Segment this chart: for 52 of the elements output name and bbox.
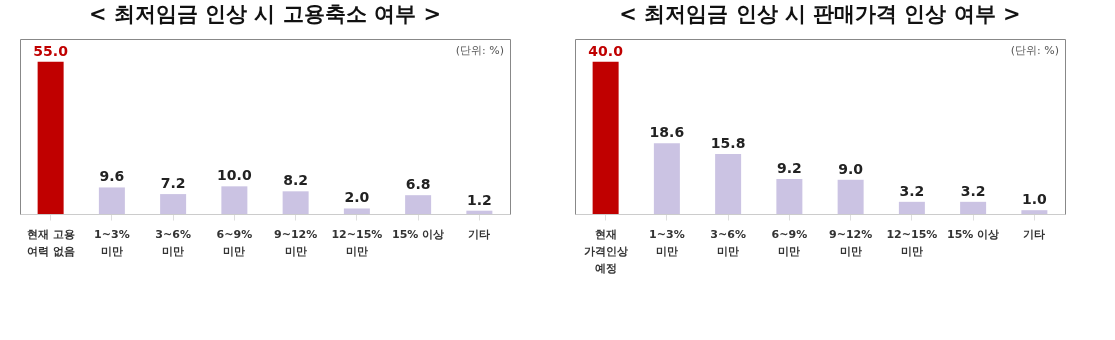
x-tick-label: 6~9% 미만 xyxy=(216,227,253,258)
x-tick-label: 1~3% 미만 xyxy=(649,227,685,258)
bar xyxy=(837,179,864,214)
data-label: 10.0 xyxy=(217,167,252,184)
data-label: 9.6 xyxy=(99,168,125,185)
x-tick-label: 1~3% 미만 xyxy=(94,227,130,258)
bar xyxy=(405,195,432,214)
x-tick-label: 기타 xyxy=(468,227,491,241)
bar xyxy=(898,201,925,214)
data-label: 1.2 xyxy=(466,191,492,208)
bar xyxy=(592,61,619,214)
data-label: 3.2 xyxy=(899,182,925,199)
bar xyxy=(98,187,125,214)
bar xyxy=(221,186,248,214)
x-tick-label: 현재 고용 여력 없음 xyxy=(26,227,75,258)
bar xyxy=(715,153,742,214)
x-tick-label: 15% 이상 xyxy=(392,227,445,241)
data-label: 8.2 xyxy=(283,172,309,189)
x-tick-label: 현재 가격인상 예정 xyxy=(583,227,628,275)
bar xyxy=(1021,210,1048,214)
bar xyxy=(343,208,370,214)
bar xyxy=(282,191,309,214)
chart-title: < 최저임금 인상 시 고용축소 여부 > xyxy=(88,2,442,26)
bar xyxy=(37,61,64,214)
x-tick-label: 12~15% 미만 xyxy=(886,227,938,258)
data-label: 6.8 xyxy=(405,176,431,193)
x-tick-label: 15% 이상 xyxy=(947,227,1000,241)
bar xyxy=(653,143,680,214)
x-tick-label: 6~9% 미만 xyxy=(771,227,808,258)
bar xyxy=(466,210,493,214)
data-label: 2.0 xyxy=(344,189,370,206)
x-tick-label: 12~15% 미만 xyxy=(331,227,383,258)
data-label: 9.0 xyxy=(838,160,864,177)
x-tick-label: 기타 xyxy=(1023,227,1046,241)
x-tick-label: 9~12% 미만 xyxy=(829,227,873,258)
bar xyxy=(960,201,987,214)
data-label: 55.0 xyxy=(33,42,69,59)
data-label: 3.2 xyxy=(960,182,986,199)
text: (단위: %) xyxy=(455,44,504,57)
x-tick-label: 3~6% 미만 xyxy=(155,227,191,258)
data-label: 9.2 xyxy=(776,160,802,176)
bar xyxy=(160,194,187,214)
bar xyxy=(776,179,803,214)
data-label: 18.6 xyxy=(649,124,685,141)
data-label: 1.0 xyxy=(1021,191,1048,208)
chart-title: < 최저임금 인상 시 판매가격 인상 여부 > xyxy=(619,2,1021,26)
data-label: 7.2 xyxy=(160,175,186,192)
x-tick-label: 3~6% 미만 xyxy=(710,227,746,258)
data-label: 40.0 xyxy=(588,42,624,59)
x-tick-label: 9~12% 미만 xyxy=(274,227,318,258)
text: (단위: %) xyxy=(1010,44,1059,57)
data-label: 15.8 xyxy=(710,134,746,151)
